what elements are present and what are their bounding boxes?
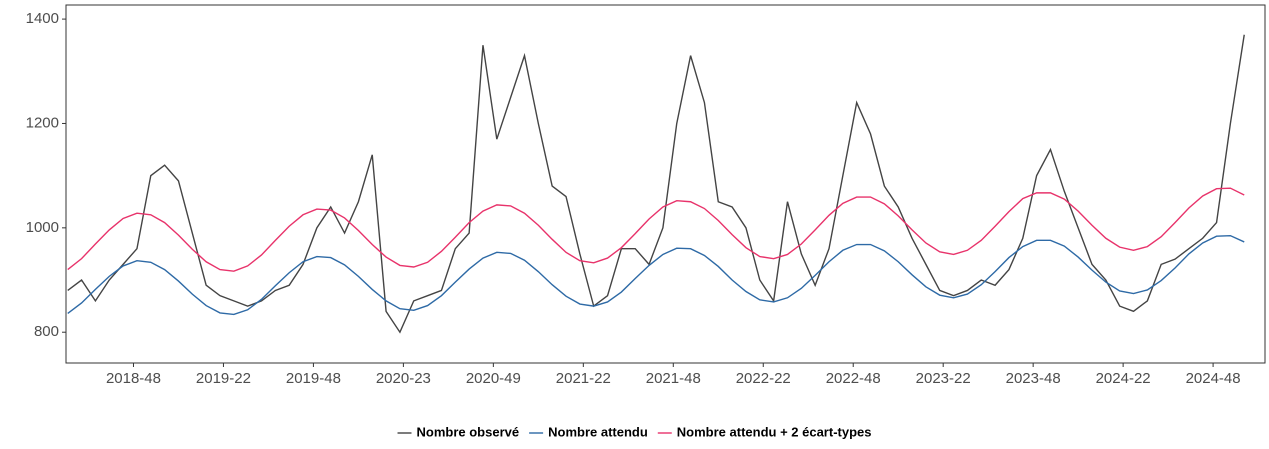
y-tick-label: 1200 [26,114,59,131]
x-tick-label: 2024-48 [1186,370,1241,387]
legend-label: Nombre attendu [548,424,648,439]
y-tick-label: 1000 [26,219,59,236]
series-line [67,34,1245,334]
plot-border [65,4,1266,364]
x-tick-label: 2021-48 [646,370,701,387]
x-tick-label: 2023-48 [1006,370,1061,387]
x-tick-label: 2022-22 [736,370,791,387]
x-tick-label: 2019-48 [286,370,341,387]
y-tick-label: 1400 [26,10,59,27]
legend: Nombre observé Nombre attendu Nombre atten… [397,424,872,439]
x-tick-label: 2019-22 [196,370,251,387]
x-tick-label: 2021-22 [556,370,611,387]
x-tick-label: 2024-22 [1096,370,1151,387]
x-tick-label: 2020-49 [466,370,521,387]
x-tick-label: 2023-22 [916,370,971,387]
x-tick-label: 2018-48 [106,370,161,387]
series-line [67,234,1245,316]
x-tick-label: 2022-48 [826,370,881,387]
legend-label: Nombre observé [417,424,520,439]
y-tick-label: 800 [34,323,59,340]
x-tick-label: 2020-23 [376,370,431,387]
series-line [67,187,1245,272]
legend-label: Nombre attendu + 2 écart-types [677,424,872,439]
